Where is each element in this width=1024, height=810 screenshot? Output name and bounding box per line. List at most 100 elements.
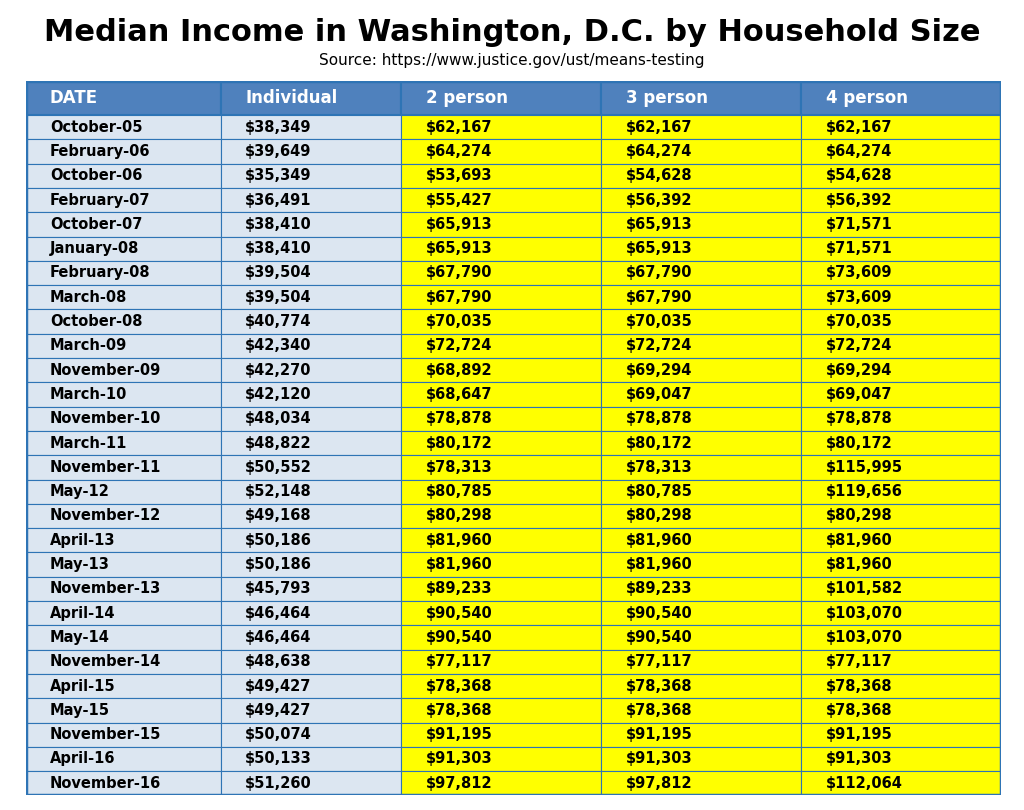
Text: $90,540: $90,540 <box>626 606 692 620</box>
Text: $38,410: $38,410 <box>245 241 312 256</box>
Bar <box>26 115 221 139</box>
Text: $54,628: $54,628 <box>626 168 692 183</box>
Bar <box>26 407 221 431</box>
Bar <box>401 698 601 723</box>
Text: $64,274: $64,274 <box>825 144 892 159</box>
Bar <box>601 601 802 625</box>
Text: $80,298: $80,298 <box>426 509 493 523</box>
Bar <box>26 139 221 164</box>
Text: $112,064: $112,064 <box>825 776 903 791</box>
Bar <box>401 81 601 115</box>
Bar <box>221 455 401 480</box>
Bar <box>601 382 802 407</box>
Bar <box>802 115 1001 139</box>
Bar <box>802 528 1001 552</box>
Text: April-15: April-15 <box>50 679 116 693</box>
Text: $42,270: $42,270 <box>245 363 311 377</box>
Text: October-05: October-05 <box>50 120 142 134</box>
Bar <box>221 382 401 407</box>
Text: February-08: February-08 <box>50 266 151 280</box>
Text: $78,313: $78,313 <box>626 460 692 475</box>
Text: $38,410: $38,410 <box>245 217 312 232</box>
Text: $53,693: $53,693 <box>426 168 493 183</box>
Bar <box>401 285 601 309</box>
Text: $67,790: $67,790 <box>426 290 493 305</box>
Bar <box>401 309 601 334</box>
Bar <box>802 625 1001 650</box>
Text: $90,540: $90,540 <box>626 630 692 645</box>
Bar <box>26 382 221 407</box>
Bar <box>802 723 1001 747</box>
Text: October-07: October-07 <box>50 217 142 232</box>
Text: Median Income in Washington, D.C. by Household Size: Median Income in Washington, D.C. by Hou… <box>44 18 980 47</box>
Text: November-14: November-14 <box>50 654 161 669</box>
Bar <box>26 698 221 723</box>
Text: November-10: November-10 <box>50 411 162 426</box>
Text: $62,167: $62,167 <box>426 120 493 134</box>
Bar <box>221 115 401 139</box>
Text: $35,349: $35,349 <box>245 168 311 183</box>
Bar <box>221 577 401 601</box>
Text: $65,913: $65,913 <box>426 217 493 232</box>
Text: April-13: April-13 <box>50 533 116 548</box>
Text: $81,960: $81,960 <box>426 557 493 572</box>
Bar <box>26 528 221 552</box>
Text: $73,609: $73,609 <box>825 290 892 305</box>
Text: $51,260: $51,260 <box>245 776 312 791</box>
Bar <box>802 188 1001 212</box>
Bar <box>601 431 802 455</box>
Bar <box>26 577 221 601</box>
Bar <box>601 188 802 212</box>
Bar <box>802 212 1001 237</box>
Text: $70,035: $70,035 <box>426 314 493 329</box>
Bar <box>26 674 221 698</box>
Text: $77,117: $77,117 <box>825 654 893 669</box>
Bar <box>802 431 1001 455</box>
Bar <box>401 334 601 358</box>
Text: $78,368: $78,368 <box>426 679 493 693</box>
Text: $103,070: $103,070 <box>825 630 903 645</box>
Text: February-07: February-07 <box>50 193 151 207</box>
Bar <box>401 747 601 771</box>
Bar <box>802 455 1001 480</box>
Bar <box>802 504 1001 528</box>
Bar <box>26 455 221 480</box>
Text: $69,294: $69,294 <box>626 363 692 377</box>
Bar <box>26 309 221 334</box>
Bar <box>601 552 802 577</box>
Bar <box>601 747 802 771</box>
Text: $48,822: $48,822 <box>245 436 311 450</box>
Bar <box>601 504 802 528</box>
Bar <box>802 334 1001 358</box>
Text: $50,074: $50,074 <box>245 727 312 742</box>
Text: $80,172: $80,172 <box>626 436 692 450</box>
Text: $55,427: $55,427 <box>426 193 493 207</box>
Text: $65,913: $65,913 <box>626 217 692 232</box>
Text: $42,340: $42,340 <box>245 339 311 353</box>
Bar <box>401 674 601 698</box>
Text: $91,303: $91,303 <box>626 752 692 766</box>
Bar <box>401 601 601 625</box>
Bar <box>601 577 802 601</box>
Text: $89,233: $89,233 <box>626 582 692 596</box>
Bar <box>802 747 1001 771</box>
Bar <box>26 747 221 771</box>
Bar <box>401 480 601 504</box>
Text: $97,812: $97,812 <box>426 776 493 791</box>
Bar <box>401 528 601 552</box>
Text: $39,504: $39,504 <box>245 290 311 305</box>
Text: $72,724: $72,724 <box>825 339 892 353</box>
Text: $89,233: $89,233 <box>426 582 493 596</box>
Bar <box>26 285 221 309</box>
Text: October-06: October-06 <box>50 168 142 183</box>
Bar <box>26 723 221 747</box>
Bar <box>221 261 401 285</box>
Text: $78,368: $78,368 <box>825 679 893 693</box>
Bar <box>802 139 1001 164</box>
Text: $56,392: $56,392 <box>825 193 892 207</box>
Bar <box>401 723 601 747</box>
Text: $50,552: $50,552 <box>245 460 312 475</box>
Bar <box>601 334 802 358</box>
Bar <box>221 164 401 188</box>
Bar <box>401 771 601 795</box>
